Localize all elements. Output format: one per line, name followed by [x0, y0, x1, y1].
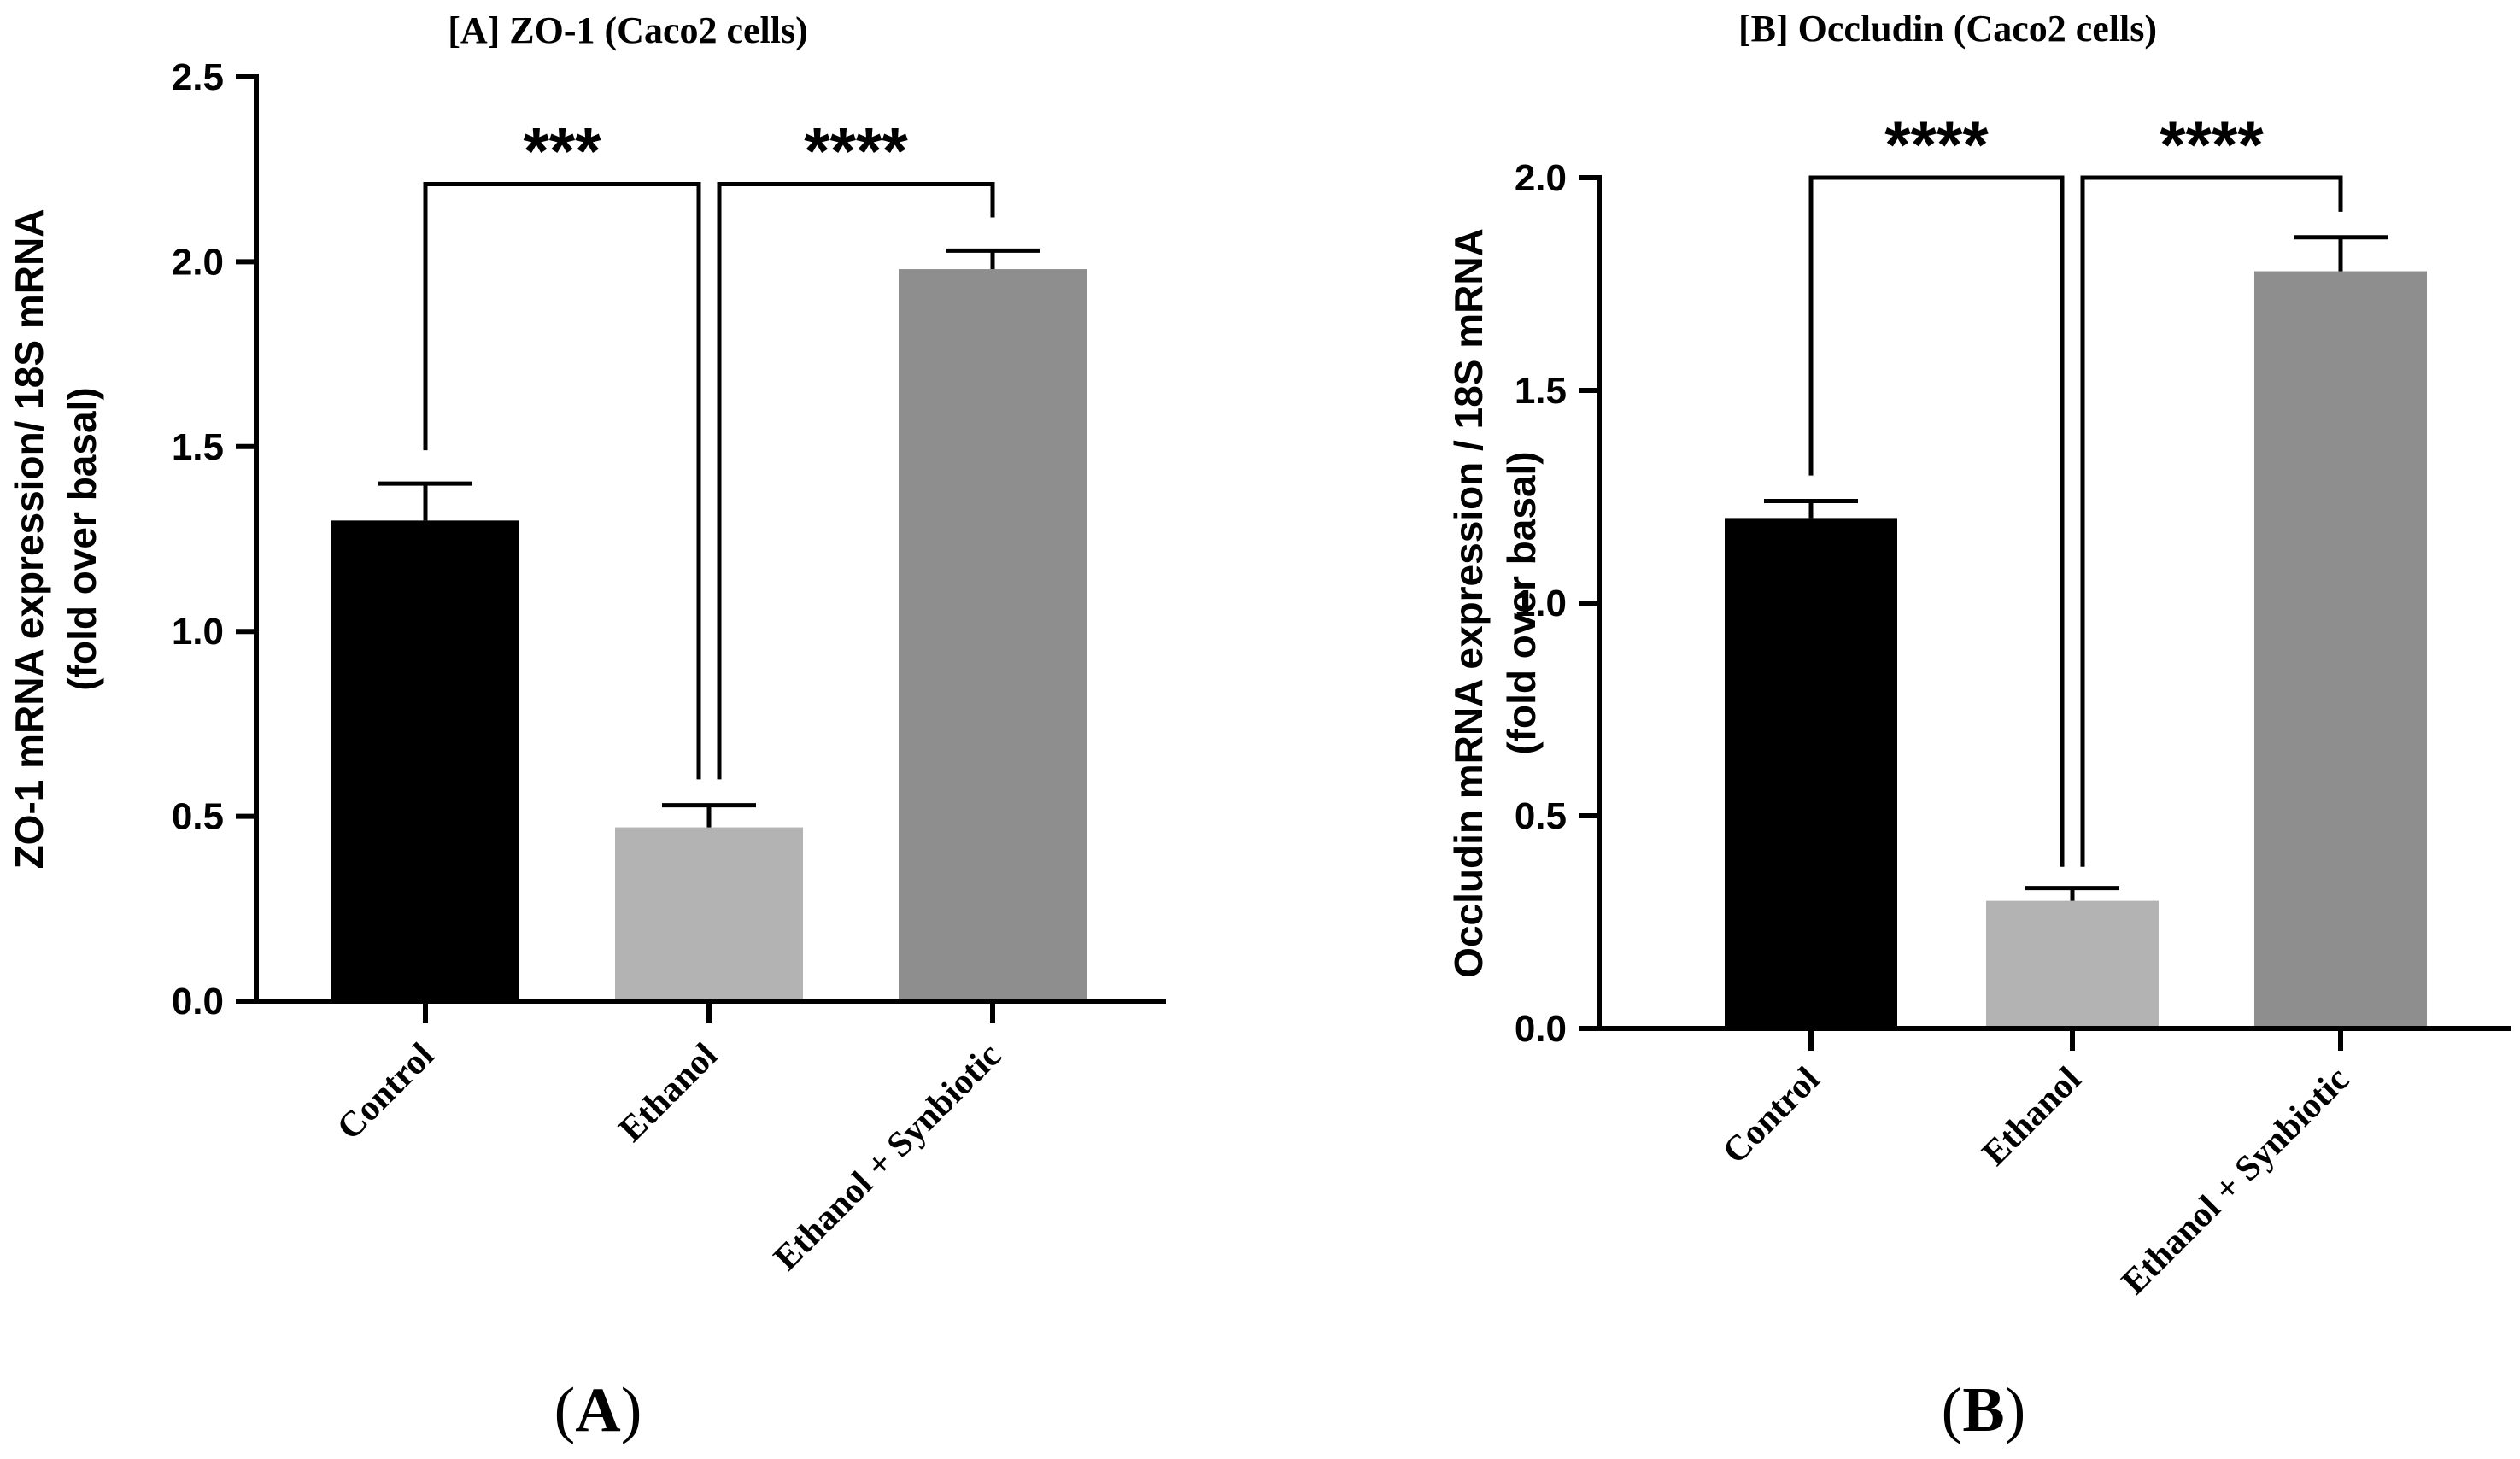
y-tick-label: 1.5 [172, 426, 224, 468]
y-tick-label: 1.5 [1515, 370, 1567, 412]
significance-label: **** [2160, 107, 2264, 182]
y-tick-label: 2.0 [1515, 157, 1567, 199]
significance-bracket [717, 182, 995, 780]
y-tick-label: 1.0 [172, 611, 224, 653]
x-tick-label: Ethanol [612, 1036, 725, 1150]
y-tick-label: 2.0 [172, 241, 224, 283]
y-axis-label: ZO-1 mRNA expression/ 18S mRNA [7, 209, 51, 870]
significance-bracket [1808, 175, 2065, 867]
chart-title: [B] Occludin (Caco2 cells) [1738, 8, 2157, 50]
significance-label: **** [804, 114, 908, 189]
bar-ethanol-synbiotic [2254, 271, 2427, 1028]
y-tick-label: 0.0 [1515, 1008, 1567, 1050]
bar-control [1725, 518, 1897, 1028]
x-tick-label: Ethanol [1975, 1060, 2089, 1174]
bar-ethanol [1986, 900, 2159, 1028]
x-tick-label: Ethanol + Synbiotic [2114, 1060, 2357, 1303]
bar-ethanol [615, 827, 803, 1001]
y-axis-label-sub: (fold over basal) [60, 387, 104, 690]
panel-label: (A) [554, 1375, 642, 1445]
x-tick-label: Control [330, 1036, 442, 1148]
bar-control [331, 520, 519, 1001]
x-tick-label: Ethanol + Synbiotic [766, 1036, 1009, 1279]
significance-label: **** [1884, 107, 1989, 182]
panel-label: (B) [1942, 1375, 2026, 1445]
significance-bracket [423, 182, 701, 780]
y-axis-label: Occludin mRNA expression / 18S mRNA [1446, 228, 1491, 978]
bar-ethanol-synbiotic [899, 269, 1087, 1001]
chart-panel-A: [A] ZO-1 (Caco2 cells) 0.0 0.5 1.0 1.5 2.0 2.5… [7, 9, 1166, 1445]
y-tick-label: 2.5 [172, 56, 224, 98]
chart-panel-B: [B] Occludin (Caco2 cells) 0.0 0.5 1.0 1.5 2.… [1446, 8, 2511, 1445]
y-tick-label: 0.5 [172, 796, 224, 838]
y-tick-label: 1.0 [1515, 583, 1567, 624]
y-tick-label: 0.0 [172, 981, 224, 1022]
y-tick-label: 0.5 [1515, 795, 1567, 837]
significance-label: *** [523, 114, 601, 189]
y-axis-label-sub: (fold over basal) [1499, 451, 1544, 754]
x-tick-label: Control [1715, 1060, 1827, 1172]
chart-title: [A] ZO-1 (Caco2 cells) [448, 9, 808, 51]
significance-bracket [2080, 175, 2343, 867]
